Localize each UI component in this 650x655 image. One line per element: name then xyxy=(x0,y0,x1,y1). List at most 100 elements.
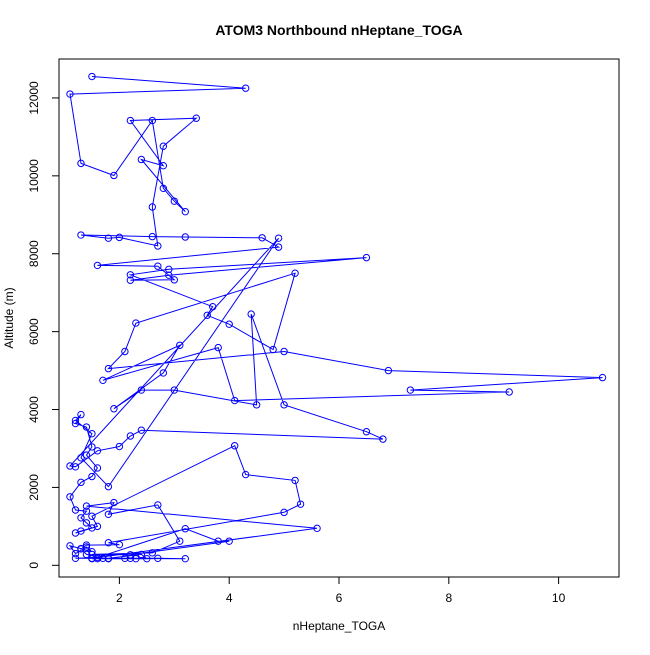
data-point xyxy=(159,162,168,170)
data-point xyxy=(154,501,162,509)
data-point xyxy=(159,369,168,377)
data-point xyxy=(280,401,288,409)
series-group xyxy=(66,72,607,563)
data-point xyxy=(148,549,157,557)
data-point xyxy=(110,498,118,507)
data-point xyxy=(82,507,91,515)
data-point xyxy=(203,311,211,319)
data-point xyxy=(181,233,189,241)
data-point xyxy=(71,554,80,563)
data-point xyxy=(126,271,135,279)
data-point xyxy=(148,203,157,211)
data-point xyxy=(379,435,387,443)
x-tick-label: 10 xyxy=(552,591,566,605)
data-point xyxy=(214,343,222,352)
data-point xyxy=(126,276,135,284)
data-point xyxy=(154,242,162,250)
data-point xyxy=(176,341,184,349)
data-point xyxy=(104,539,113,547)
data-point xyxy=(165,265,173,274)
data-point xyxy=(71,529,80,537)
data-point xyxy=(110,171,118,180)
data-point xyxy=(126,116,135,125)
data-point xyxy=(170,276,178,284)
data-point xyxy=(291,269,299,277)
data-point xyxy=(77,544,85,553)
y-tick-label: 6000 xyxy=(27,318,41,345)
y-tick-label: 4000 xyxy=(27,396,41,423)
data-point xyxy=(280,347,288,356)
data-point xyxy=(241,470,250,479)
data-point xyxy=(82,543,91,551)
data-point xyxy=(77,231,85,239)
data-point xyxy=(93,464,102,472)
data-point xyxy=(165,271,173,279)
data-point xyxy=(137,550,146,559)
data-point xyxy=(252,401,261,409)
data-point xyxy=(88,443,96,451)
data-point xyxy=(192,114,200,122)
data-point xyxy=(170,197,178,205)
data-point xyxy=(77,410,85,419)
data-point xyxy=(313,524,321,533)
y-tick-label: 0 xyxy=(27,562,41,569)
data-point xyxy=(82,519,91,527)
y-tick-label: 8000 xyxy=(27,240,41,267)
y-tick-label: 2000 xyxy=(27,474,41,501)
x-tick-label: 8 xyxy=(445,591,452,605)
data-point xyxy=(104,554,113,563)
data-point xyxy=(88,429,96,438)
data-point xyxy=(99,376,107,385)
data-point xyxy=(126,551,135,559)
data-point xyxy=(132,319,140,327)
y-axis-label: Altitude (m) xyxy=(2,287,16,348)
data-point xyxy=(88,554,96,563)
data-point xyxy=(598,373,607,382)
data-point xyxy=(93,554,102,563)
data-point xyxy=(104,364,113,373)
data-point xyxy=(143,554,151,563)
data-point xyxy=(77,514,85,522)
data-point xyxy=(209,303,217,311)
data-point xyxy=(110,405,118,413)
y-tick-label: 12000 xyxy=(27,81,41,115)
data-point xyxy=(137,155,146,164)
data-point xyxy=(82,541,91,549)
data-point xyxy=(71,463,80,471)
data-point xyxy=(181,207,189,216)
data-point xyxy=(258,234,266,242)
data-point xyxy=(362,428,371,436)
data-point xyxy=(88,524,96,532)
series-line xyxy=(68,76,603,560)
data-point xyxy=(296,500,305,508)
data-point xyxy=(126,554,135,563)
data-point xyxy=(384,366,393,375)
data-point xyxy=(71,419,80,428)
data-point xyxy=(88,550,96,559)
data-point xyxy=(104,482,113,491)
data-point xyxy=(148,116,157,125)
y-tick-label: 10000 xyxy=(27,159,41,193)
data-point xyxy=(230,442,239,450)
data-point xyxy=(121,347,129,356)
data-point xyxy=(225,320,233,328)
data-point xyxy=(66,462,74,470)
data-point xyxy=(115,540,124,549)
data-point xyxy=(104,510,113,518)
data-point xyxy=(406,386,415,394)
data-point xyxy=(274,243,283,251)
data-point xyxy=(88,472,96,481)
x-axis: 2 4 6 8 10 xyxy=(116,576,566,605)
data-point xyxy=(71,549,80,558)
data-point xyxy=(159,184,168,193)
data-point xyxy=(170,386,178,394)
data-point xyxy=(154,554,162,563)
data-point xyxy=(71,416,80,425)
data-point xyxy=(66,90,74,98)
x-tick-label: 2 xyxy=(116,591,123,605)
data-point xyxy=(88,512,96,520)
y-axis: 0 2000 4000 6000 8000 10000 12000 xyxy=(27,81,60,569)
x-tick-label: 4 xyxy=(226,591,233,605)
x-axis-label: nHeptane_TOGA xyxy=(293,619,386,633)
